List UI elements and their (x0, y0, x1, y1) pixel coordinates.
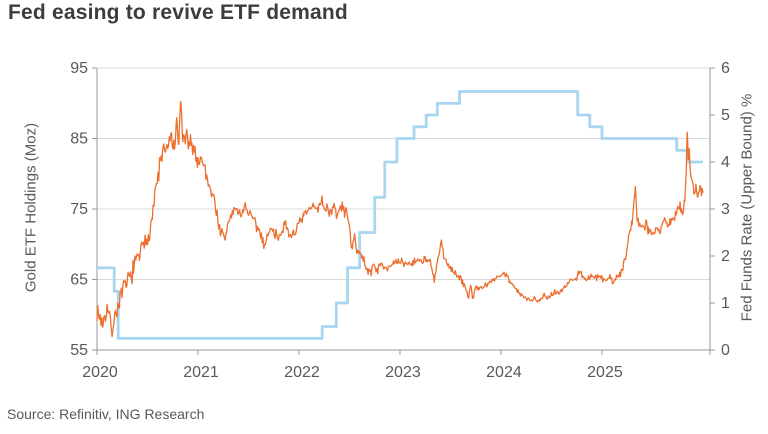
source-note: Source: Refinitiv, ING Research (7, 406, 205, 422)
right-axis-tick-label: 4 (721, 154, 730, 171)
right-axis-tick-label: 6 (721, 60, 730, 77)
x-axis-tick-label: 2024 (486, 364, 522, 381)
chart-title: Fed easing to revive ETF demand (8, 1, 348, 24)
right-axis-tick-label: 5 (721, 107, 730, 124)
fed-funds-rate-line (97, 90, 703, 340)
right-axis-tick-label: 0 (721, 342, 730, 359)
x-axis-tick-label: 2021 (183, 364, 219, 381)
left-axis-title: Gold ETF Holdings (Moz) (22, 122, 40, 293)
x-axis-tick-label: 2020 (82, 364, 118, 381)
axes (92, 67, 715, 355)
right-axis-tick-label: 2 (721, 248, 730, 265)
x-axis-tick-label: 2022 (284, 364, 320, 381)
right-axis-tick-label: 3 (721, 201, 730, 218)
left-axis-tick-label: 65 (70, 272, 88, 289)
x-axis-tick-label: 2025 (587, 364, 623, 381)
x-axis-tick-label: 2023 (385, 364, 421, 381)
left-axis-tick-label: 95 (70, 60, 88, 77)
axis-tick-labels: 55 65 75 85 95 0 1 2 3 4 5 6 2020 2021 2022 2023 2024 202… (70, 60, 730, 381)
gridlines (97, 67, 710, 280)
right-axis-title: Fed Funds Rate (Upper Bound) % (738, 93, 756, 322)
left-axis-tick-label: 75 (70, 201, 88, 218)
right-axis-tick-label: 1 (721, 295, 730, 312)
left-axis-tick-label: 55 (70, 342, 88, 359)
gold-etf-holdings-line (96, 100, 704, 338)
left-axis-tick-label: 85 (70, 131, 88, 148)
